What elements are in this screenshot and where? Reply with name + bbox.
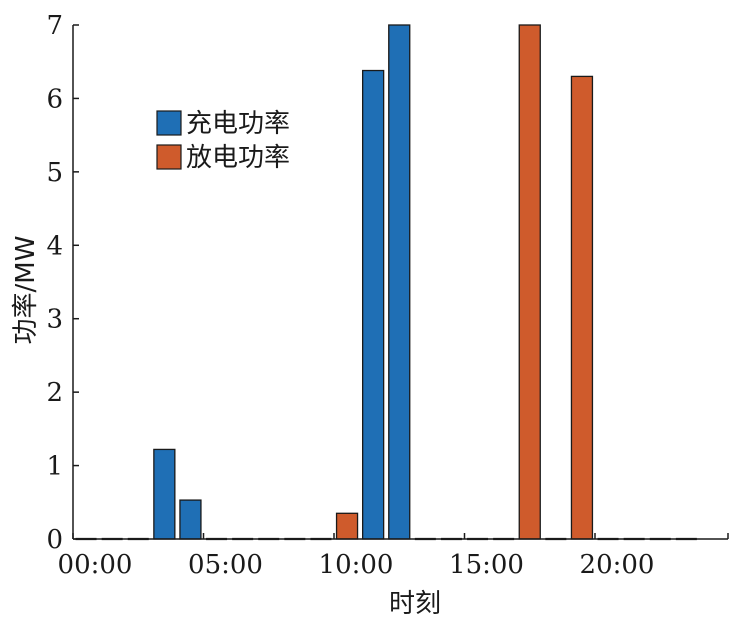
- legend-swatch-charge: [156, 110, 182, 136]
- x-tick-label: 00:00: [58, 550, 133, 580]
- x-tick-label: 15:00: [449, 550, 524, 580]
- legend-label-charge: 充电功率: [186, 109, 290, 139]
- x-ticks: 00:00 05:00 10:00 15:00 20:00: [58, 533, 729, 580]
- y-tick-label: 7: [46, 11, 63, 41]
- x-tick-label: 05:00: [188, 550, 263, 580]
- legend-swatch-discharge: [156, 144, 182, 170]
- y-tick-label: 3: [46, 305, 63, 335]
- legend-label-discharge: 放电功率: [186, 143, 290, 173]
- x-tick-label: 20:00: [580, 550, 655, 580]
- discharge-bar: [518, 24, 541, 540]
- y-tick-label: 0: [46, 525, 63, 555]
- charge-bar: [361, 69, 385, 540]
- x-axis-title: 时刻: [389, 589, 441, 619]
- charge-bar: [388, 24, 411, 540]
- y-tick-label: 6: [46, 84, 63, 114]
- y-ticks: 0 1 2 3 4 5 6 7: [46, 11, 79, 555]
- x-tick-label: 10:00: [319, 550, 394, 580]
- bars-layer: [153, 24, 594, 540]
- axes: [72, 25, 728, 540]
- y-tick-label: 4: [46, 231, 63, 261]
- y-tick-label: 2: [46, 378, 63, 408]
- discharge-bar: [570, 75, 594, 540]
- y-tick-label: 1: [46, 452, 63, 482]
- legend: 充电功率 放电功率: [156, 109, 290, 173]
- charge-bar: [153, 448, 176, 540]
- charge-bar: [179, 499, 202, 540]
- discharge-bar: [335, 512, 359, 540]
- y-axis-title: 功率/MW: [11, 236, 41, 345]
- y-tick-label: 5: [46, 158, 63, 188]
